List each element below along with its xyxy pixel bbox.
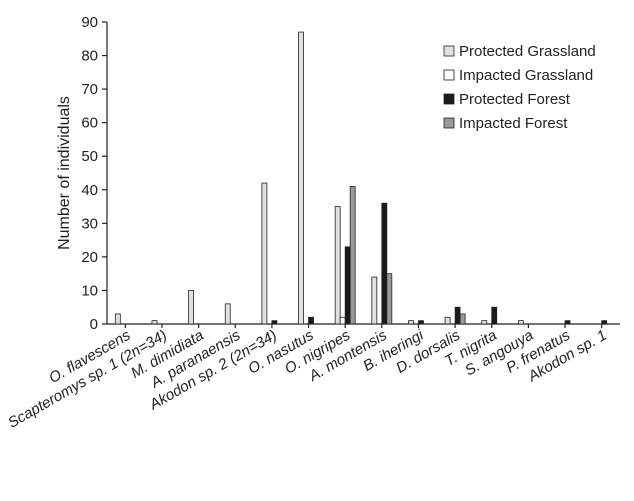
bar-protected-forest [564,320,571,325]
legend-label: Protected Grassland [459,43,596,60]
legend-swatch [443,69,455,81]
y-tick-label: 80 [81,48,98,65]
y-axis-label: Number of individuals [56,96,73,250]
bar-protected-grassland [481,320,488,325]
bar-protected-grassland [517,320,524,325]
legend-label: Protected Forest [459,91,571,108]
bar-impacted-grassland [339,316,346,325]
bar-protected-forest [491,306,498,325]
bar-protected-forest [344,246,351,325]
bar-protected-forest [454,306,461,325]
bar-protected-grassland [334,206,341,325]
legend: Protected Grassland Impacted Grassland Pro… [443,43,596,132]
legend-label: Impacted Grassland [459,67,593,84]
bar-impacted-forest [349,186,356,325]
bar-protected-grassland [298,31,304,325]
y-tick-label: 50 [81,148,98,165]
legend-label: Impacted Forest [459,115,568,132]
y-tick-label: 30 [81,215,98,232]
bar-protected-grassland [371,276,378,325]
bar-protected-forest [271,320,278,325]
bar-protected-forest [381,202,388,325]
y-tick-label: 70 [81,81,98,98]
y-tick-label: 90 [81,14,98,31]
y-tick-label: 20 [81,249,98,266]
bar-protected-forest [601,320,608,325]
legend-swatch [443,45,455,57]
y-axis-ticks: 0 10 20 30 40 50 60 70 80 90 [81,14,107,333]
bar-protected-grassland [151,320,158,325]
y-tick-label: 10 [81,282,98,299]
legend-swatch [443,93,455,105]
x-tick-label: Scapteromys sp. 1 (2n=34) [5,327,170,432]
bar-impacted-forest [386,273,393,325]
bar-protected-grassland [188,290,195,325]
bar-protected-forest [308,316,314,325]
bars [114,31,608,325]
bar-protected-grassland [114,313,121,325]
bar-protected-grassland [261,182,268,325]
y-tick-label: 0 [90,316,98,333]
legend-swatch [443,117,455,129]
bar-protected-grassland [408,320,414,325]
y-tick-label: 60 [81,115,98,132]
y-tick-label: 40 [81,182,98,199]
bar-protected-forest [418,320,424,325]
bar-protected-grassland [444,316,451,325]
bar-protected-grassland [224,303,231,325]
bar-impacted-forest [459,313,466,325]
